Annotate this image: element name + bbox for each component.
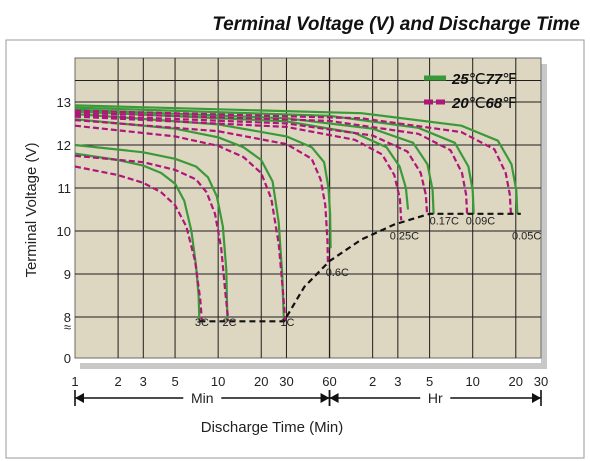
y-tick-label: 8 (64, 310, 71, 325)
curve-label-0-17c: 0.17C (430, 216, 459, 228)
y-axis-label: Terminal Voltage (V) (23, 142, 40, 277)
x-axis-ticks: 1 2 3 5 10 20 30 60 2 3 5 10 20 30 (71, 374, 548, 389)
legend-label: 20℃68℉ (451, 95, 517, 112)
x-tick-label: 1 (71, 374, 78, 389)
curve-0-25c-magenta (74, 115, 403, 221)
y-break-marker: ≈ (64, 320, 71, 335)
series-group (74, 104, 519, 322)
curve-label-0-6c: 0.6C (326, 267, 349, 279)
x-tick-label: 20 (509, 374, 523, 389)
curve-label-0-05c: 0.05C (512, 231, 541, 243)
range-label-hr: Hr (428, 390, 443, 406)
y-tick-label: 12 (57, 138, 71, 153)
curve-0-25c-green (74, 110, 410, 210)
y-tick-label: 11 (58, 181, 72, 196)
x-tick-label: 2 (114, 374, 121, 389)
y-tick-label: 13 (57, 95, 71, 110)
curve-2c-green (74, 143, 229, 322)
x-tick-label: 20 (254, 374, 268, 389)
x-tick-label: 3 (394, 374, 401, 389)
curve-0-09c-green (74, 106, 475, 214)
plot-shadow-bottom (80, 363, 547, 369)
x-axis-label: Discharge Time (Min) (201, 419, 344, 436)
curve-3c-magenta (74, 165, 203, 322)
arrowhead-left (329, 393, 339, 403)
range-label-min: Min (191, 390, 214, 406)
curve-3c-green (74, 152, 201, 322)
x-tick-label: 10 (211, 374, 225, 389)
curve-0-6c-magenta (74, 119, 330, 266)
curve-0-09c-magenta (74, 111, 469, 214)
curve-labels: 3C 2C 1C 0.6C 0.25C 0.17C 0.09C 0.05C (195, 216, 542, 330)
grid (75, 58, 541, 358)
curve-0-05c-green (74, 104, 519, 214)
chart-frame (5, 39, 585, 459)
x-tick-label: 60 (322, 374, 336, 389)
y-tick-label: 0 (64, 351, 71, 366)
curve-0-05c-magenta (74, 109, 512, 214)
end-voltage-line (199, 212, 521, 323)
x-tick-label: 5 (171, 374, 178, 389)
x-tick-label: 10 (465, 374, 479, 389)
x-tick-label: 30 (534, 374, 548, 389)
curve-1c-green (74, 118, 285, 322)
curve-0-17c-green (74, 108, 435, 214)
x-tick-label: 2 (369, 374, 376, 389)
chart-title: Terminal Voltage (V) and Discharge Time (212, 14, 580, 35)
y-tick-label: 10 (57, 224, 71, 239)
curve-label-3c: 3C (195, 317, 209, 329)
curve-0-17c-magenta (74, 113, 429, 214)
plot-shadow-right (541, 64, 547, 369)
arrowhead-left (75, 393, 84, 403)
arrowhead-right (320, 393, 330, 403)
x-tick-label: 5 (426, 374, 433, 389)
x-range-arrows: Min Hr (74, 390, 542, 406)
legend-label: 25℃77℉ (451, 71, 517, 88)
y-axis-ticks: 0 8 9 10 11 12 13 ≈ (57, 95, 71, 366)
y-tick-label: 9 (64, 267, 71, 282)
curve-2c-magenta (74, 154, 230, 322)
legend: 25℃77℉ 20℃68℉ (424, 71, 517, 112)
curve-label-0-09c: 0.09C (466, 216, 495, 228)
x-tick-label: 3 (140, 374, 147, 389)
cutoff-group (199, 212, 521, 323)
curve-label-2c: 2C (222, 317, 236, 329)
curve-0-6c-green (74, 112, 332, 249)
curve-label-1c: 1C (280, 317, 294, 329)
curve-label-0-25c: 0.25C (390, 231, 419, 243)
x-tick-label: 30 (279, 374, 293, 389)
arrowhead-right (532, 393, 541, 403)
